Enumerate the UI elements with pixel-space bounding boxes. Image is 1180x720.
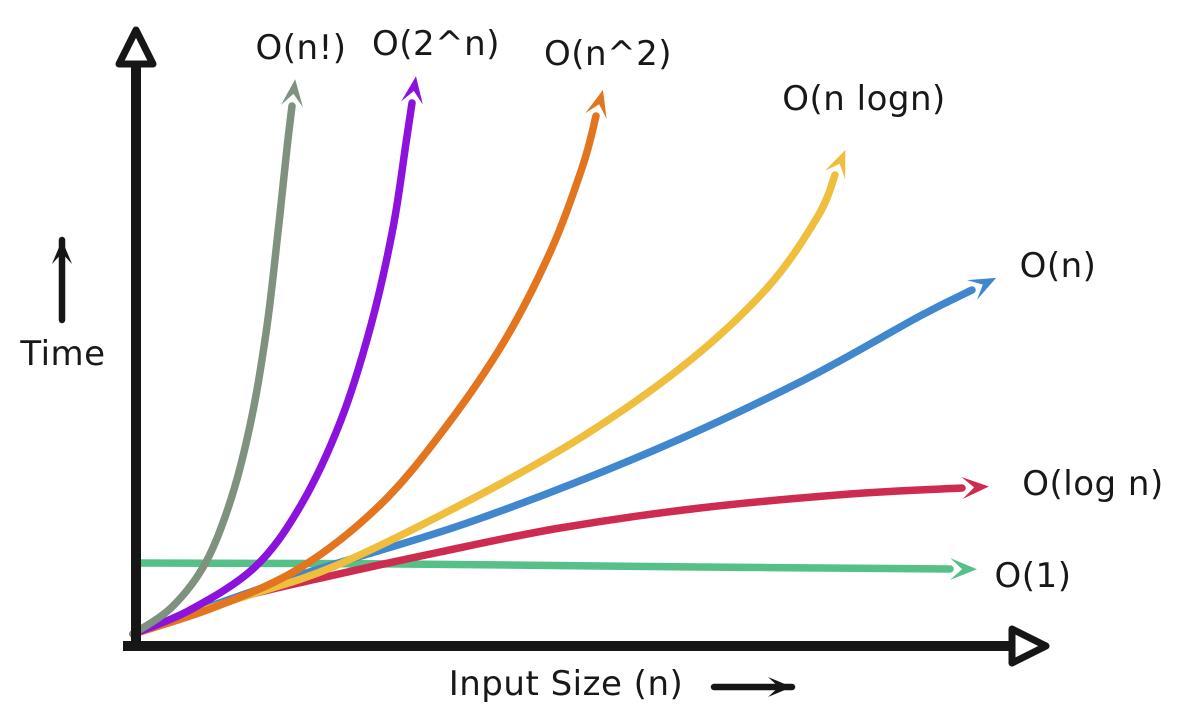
curve-arrowhead-o-n-squared bbox=[585, 89, 607, 119]
series-label-o-n: O(n) bbox=[1019, 246, 1097, 286]
x-axis-arrowhead-icon bbox=[1008, 625, 1050, 667]
series-label-o-n-log-n: O(n logn) bbox=[782, 79, 946, 119]
curve-o-1 bbox=[131, 559, 954, 573]
series-label-o-2-pow-n: O(2^n) bbox=[372, 24, 500, 64]
series-label-o-n-squared: O(n^2) bbox=[544, 34, 672, 74]
curve-o-2-pow-n bbox=[129, 99, 416, 638]
curve-o-n bbox=[129, 286, 976, 638]
curve-arrowhead-o-n bbox=[967, 277, 997, 300]
curve-o-n-log-n bbox=[129, 171, 839, 638]
curve-arrowhead-o-n-log-n bbox=[824, 150, 846, 180]
curve-o-n-factorial bbox=[129, 102, 296, 638]
input-size-direction-arrow-icon bbox=[768, 677, 792, 697]
y-axis-label-time: Time bbox=[20, 334, 106, 374]
curve-arrowhead-o-2-pow-n bbox=[401, 76, 423, 105]
curve-o-n-squared bbox=[129, 112, 600, 638]
series-label-o-log-n: O(log n) bbox=[1022, 464, 1164, 504]
x-axis-label-input-size: Input Size (n) bbox=[448, 664, 684, 704]
y-axis-arrowhead-icon bbox=[115, 26, 157, 68]
series-label-o-n-factorial: O(n!) bbox=[255, 28, 347, 68]
curve-arrowhead-o-log-n bbox=[961, 477, 989, 499]
series-label-o-1: O(1) bbox=[994, 556, 1072, 596]
curve-arrowhead-o-n-factorial bbox=[281, 79, 303, 108]
curve-arrowhead-o-1 bbox=[949, 558, 977, 580]
time-direction-arrow-icon bbox=[52, 240, 72, 264]
